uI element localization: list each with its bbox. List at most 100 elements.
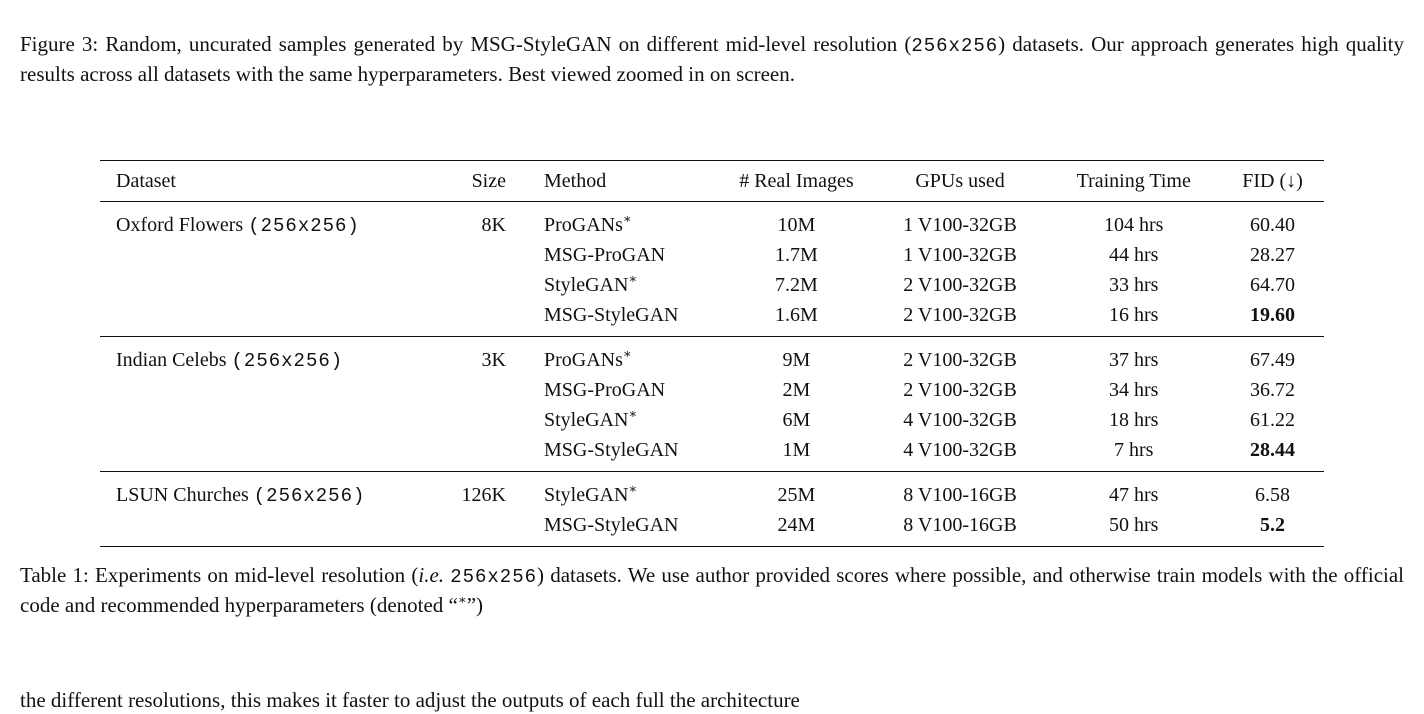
size-cell: 8K xyxy=(481,213,506,236)
header-real-images: # Real Images xyxy=(739,169,854,192)
size-cell-empty xyxy=(423,405,528,435)
table-group-lsun-churches: LSUN Churches (256x256) 126K StyleGAN∗ 2… xyxy=(100,472,1324,547)
results-table: Dataset Size Method # Real Images GPUs u… xyxy=(100,160,1324,547)
dataset-name: Oxford Flowers xyxy=(116,213,244,236)
table-group-oxford-flowers: Oxford Flowers (256x256) 8K ProGANs∗ 10M… xyxy=(100,202,1324,337)
real-images-cell: 10M xyxy=(777,213,816,236)
fid-cell: 6.58 xyxy=(1255,483,1291,506)
size-cell: 126K xyxy=(461,483,506,506)
dataset-name: Indian Celebs xyxy=(116,348,227,371)
dataset-cell: Indian Celebs (256x256) xyxy=(100,337,423,376)
figure-caption: Figure 3: Random, uncurated samples gene… xyxy=(20,30,1404,88)
dataset-cell-empty xyxy=(100,240,423,270)
method-star: ∗ xyxy=(622,345,632,361)
fid-cell-best: 28.44 xyxy=(1250,438,1296,461)
method-name: StyleGAN xyxy=(544,483,629,506)
dataset-cell: Oxford Flowers (256x256) xyxy=(100,202,423,241)
size-cell-empty xyxy=(423,300,528,337)
table-row: MSG-ProGAN 2M 2 V100-32GB 34 hrs 36.72 xyxy=(100,375,1324,405)
real-images-cell: 9M xyxy=(782,348,811,371)
size-cell-empty xyxy=(423,510,528,547)
method-cell: MSG-ProGAN xyxy=(528,375,713,405)
size-cell-empty xyxy=(423,270,528,300)
figure-caption-text-before: Random, uncurated samples generated by M… xyxy=(105,32,912,56)
real-images-cell: 1.7M xyxy=(775,243,818,266)
dataset-resolution: (256x256) xyxy=(231,349,344,372)
dataset-cell-empty xyxy=(100,270,423,300)
table-header-row: Dataset Size Method # Real Images GPUs u… xyxy=(100,160,1324,202)
gpus-cell: 2 V100-32GB xyxy=(903,273,1017,296)
dataset-cell-empty xyxy=(100,510,423,547)
real-images-cell: 24M xyxy=(777,513,816,536)
header-method: Method xyxy=(544,169,607,192)
gpus-cell: 8 V100-16GB xyxy=(903,513,1017,536)
table-caption-text-b: ) datasets. We use author provided score… xyxy=(20,563,1405,617)
method-cell: MSG-StyleGAN xyxy=(528,435,713,472)
method-name: StyleGAN xyxy=(544,273,629,296)
method-cell: ProGANs∗ xyxy=(528,337,713,376)
table-row: StyleGAN∗ 6M 4 V100-32GB 18 hrs 61.22 xyxy=(100,405,1324,435)
table-caption-resolution: 256x256 xyxy=(450,566,538,588)
gpus-cell: 1 V100-32GB xyxy=(903,213,1017,236)
figure-caption-label: Figure 3: xyxy=(20,32,99,56)
table-row: Indian Celebs (256x256) 3K ProGANs∗ 9M 2… xyxy=(100,337,1324,376)
results-table-container: Dataset Size Method # Real Images GPUs u… xyxy=(100,160,1324,547)
table-row: MSG-StyleGAN 1.6M 2 V100-32GB 16 hrs 19.… xyxy=(100,300,1324,337)
method-name: MSG-ProGAN xyxy=(544,243,666,266)
real-images-cell: 25M xyxy=(777,483,816,506)
training-time-cell: 33 hrs xyxy=(1109,273,1159,296)
fid-cell-best: 19.60 xyxy=(1250,303,1296,326)
fid-cell: 36.72 xyxy=(1250,378,1296,401)
table-row: LSUN Churches (256x256) 126K StyleGAN∗ 2… xyxy=(100,472,1324,511)
table-row: StyleGAN∗ 7.2M 2 V100-32GB 33 hrs 64.70 xyxy=(100,270,1324,300)
table-row: Oxford Flowers (256x256) 8K ProGANs∗ 10M… xyxy=(100,202,1324,241)
table-caption-star: ∗ xyxy=(457,592,467,607)
method-name: MSG-StyleGAN xyxy=(544,513,679,536)
header-fid: FID (↓) xyxy=(1242,169,1303,192)
real-images-cell: 2M xyxy=(782,378,811,401)
training-time-cell: 16 hrs xyxy=(1109,303,1159,326)
method-cell: MSG-ProGAN xyxy=(528,240,713,270)
dataset-cell-empty xyxy=(100,435,423,472)
method-cell: ProGANs∗ xyxy=(528,202,713,241)
real-images-cell: 1.6M xyxy=(775,303,818,326)
method-name: MSG-ProGAN xyxy=(544,378,666,401)
gpus-cell: 4 V100-32GB xyxy=(903,438,1017,461)
method-name: StyleGAN xyxy=(544,408,629,431)
header-size: Size xyxy=(471,169,506,192)
method-cell: StyleGAN∗ xyxy=(528,472,713,511)
training-time-cell: 18 hrs xyxy=(1109,408,1159,431)
table-row: MSG-ProGAN 1.7M 1 V100-32GB 44 hrs 28.27 xyxy=(100,240,1324,270)
table-caption-label: Table 1: xyxy=(20,563,89,587)
gpus-cell: 1 V100-32GB xyxy=(903,243,1017,266)
training-time-cell: 34 hrs xyxy=(1109,378,1159,401)
header-training-time: Training Time xyxy=(1076,169,1191,192)
method-star: ∗ xyxy=(628,405,638,421)
table-caption-text-c: ”) xyxy=(466,593,484,617)
method-name: MSG-StyleGAN xyxy=(544,438,679,461)
method-cell: MSG-StyleGAN xyxy=(528,300,713,337)
gpus-cell: 2 V100-32GB xyxy=(903,378,1017,401)
dataset-resolution: (256x256) xyxy=(253,484,366,507)
dataset-cell-empty xyxy=(100,300,423,337)
fid-cell: 64.70 xyxy=(1250,273,1296,296)
dataset-cell-empty xyxy=(100,375,423,405)
method-star: ∗ xyxy=(628,270,638,286)
fid-cell: 61.22 xyxy=(1250,408,1296,431)
gpus-cell: 4 V100-32GB xyxy=(903,408,1017,431)
gpus-cell: 8 V100-16GB xyxy=(903,483,1017,506)
table-row: MSG-StyleGAN 1M 4 V100-32GB 7 hrs 28.44 xyxy=(100,435,1324,472)
method-name: ProGANs xyxy=(544,213,623,236)
training-time-cell: 50 hrs xyxy=(1109,513,1159,536)
fid-cell: 28.27 xyxy=(1250,243,1296,266)
table-caption: Table 1: Experiments on mid-level resolu… xyxy=(20,561,1404,619)
method-star: ∗ xyxy=(622,210,632,226)
dataset-cell: LSUN Churches (256x256) xyxy=(100,472,423,511)
table-group-indian-celebs: Indian Celebs (256x256) 3K ProGANs∗ 9M 2… xyxy=(100,337,1324,472)
header-dataset: Dataset xyxy=(116,169,176,192)
fid-cell: 60.40 xyxy=(1250,213,1296,236)
dataset-name: LSUN Churches xyxy=(116,483,249,506)
cut-off-paragraph: the different resolutions, this makes it… xyxy=(20,688,800,712)
training-time-cell: 7 hrs xyxy=(1114,438,1154,461)
method-cell: StyleGAN∗ xyxy=(528,405,713,435)
